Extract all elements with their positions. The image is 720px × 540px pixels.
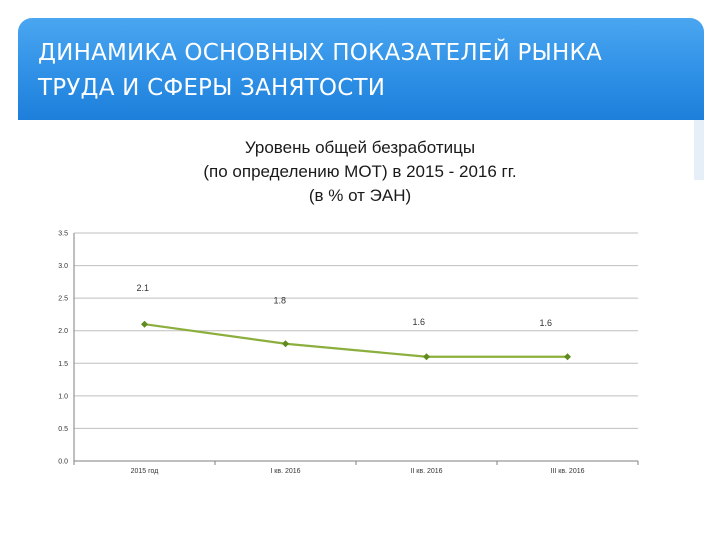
data-label-2: 1.6 — [413, 317, 426, 327]
data-point-0 — [141, 320, 148, 328]
x-tick-labels: 2015 год I кв. 2016 II кв. 2016 III кв. 201… — [131, 468, 585, 475]
data-label-0: 2.1 — [137, 283, 150, 293]
data-point-1 — [282, 340, 289, 348]
x-tick-label-3: III кв. 2016 — [550, 468, 584, 475]
data-point-2 — [423, 353, 430, 361]
axes — [73, 233, 639, 465]
chart-title-line-3: (в % от ЭАН) — [308, 186, 412, 205]
y-tick-label-7: 3.5 — [58, 231, 68, 238]
x-tick-label-2: II кв. 2016 — [410, 468, 442, 475]
y-tick-label-0: 0.0 — [58, 459, 68, 466]
grid-lines — [74, 232, 638, 429]
y-tick-label-1: 0.5 — [58, 426, 68, 433]
y-tick-label-4: 2.0 — [58, 328, 68, 335]
data-label-1: 1.8 — [274, 296, 287, 306]
y-tick-labels: 0.0 0.5 1.0 1.5 2.0 2.5 3.0 3.5 — [58, 231, 68, 466]
series-line-0 — [144, 323, 568, 358]
y-tick-label-2: 1.0 — [58, 393, 68, 400]
slide-title: ДИНАМИКА ОСНОВНЫХ ПОКАЗАТЕЛЕЙ РЫНКА ТРУД… — [38, 36, 704, 106]
chart-title-line-1: Уровень общей безработицы — [244, 138, 476, 157]
data-point-3 — [564, 353, 571, 361]
y-tick-label-5: 2.5 — [58, 296, 68, 303]
slide-title-line-1: ДИНАМИКА ОСНОВНЫХ ПОКАЗАТЕЛЕЙ РЫНКА — [38, 40, 603, 66]
data-label-3: 1.6 — [540, 318, 553, 328]
slide-title-line-2: ТРУДА И СФЕРЫ ЗАНЯТОСТИ — [38, 75, 386, 101]
x-tick-label-0: 2015 год — [131, 468, 159, 475]
series — [141, 320, 571, 361]
chart-title-line-2: (по определению МОТ) в 2015 - 2016 гг. — [203, 162, 517, 181]
y-tick-label-6: 3.0 — [58, 263, 68, 270]
data-labels: 2.1 1.8 1.6 1.6 — [137, 283, 553, 328]
y-tick-label-3: 1.5 — [58, 361, 68, 368]
x-tick-label-1: I кв. 2016 — [270, 468, 300, 475]
title-banner: ДИНАМИКА ОСНОВНЫХ ПОКАЗАТЕЛЕЙ РЫНКА ТРУД… — [18, 18, 704, 120]
chart-title: Уровень общей безработицы (по определени… — [60, 136, 660, 208]
side-strip — [694, 120, 704, 180]
